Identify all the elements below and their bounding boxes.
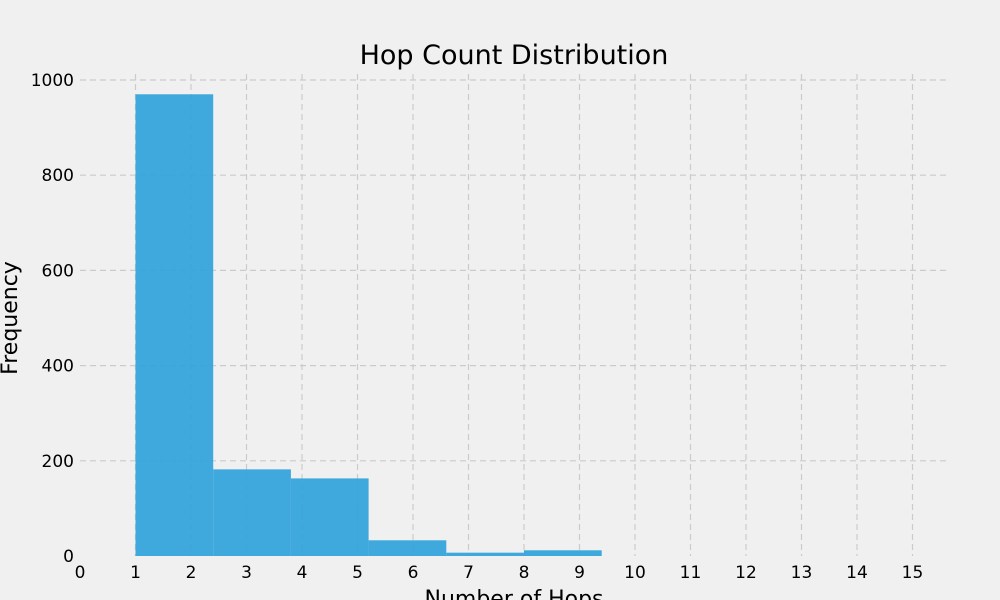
x-tick-label: 15 xyxy=(902,563,924,583)
y-tick-label: 0 xyxy=(63,547,74,567)
x-tick-label: 3 xyxy=(241,563,252,583)
y-tick-label: 800 xyxy=(42,166,74,186)
x-tick-label: 6 xyxy=(408,563,419,583)
x-tick-label: 12 xyxy=(735,563,757,583)
x-tick-label: 0 xyxy=(75,563,86,583)
x-tick-label: 8 xyxy=(519,563,530,583)
grid xyxy=(80,74,947,556)
bars xyxy=(135,94,602,556)
histogram-bar xyxy=(524,550,602,556)
x-tick-label: 13 xyxy=(791,563,813,583)
x-tick-label: 11 xyxy=(680,563,702,583)
x-tick-label: 1 xyxy=(130,563,141,583)
y-axis-title: Frequency xyxy=(0,261,23,375)
x-axis-title: Number of Hops xyxy=(425,587,604,600)
y-tick-label: 400 xyxy=(42,357,74,377)
chart-title: Hop Count Distribution xyxy=(360,40,669,71)
x-tick-label: 9 xyxy=(574,563,585,583)
y-tick-label: 200 xyxy=(42,452,74,472)
x-tick-label: 2 xyxy=(186,563,197,583)
x-tick-label: 14 xyxy=(846,563,868,583)
histogram-bar xyxy=(290,478,369,556)
x-tick-label: 5 xyxy=(352,563,363,583)
x-tick-label: 4 xyxy=(297,563,308,583)
histogram-bar xyxy=(368,540,447,556)
x-tick-label: 7 xyxy=(463,563,474,583)
x-tick-label: 10 xyxy=(624,563,646,583)
y-tick-label: 600 xyxy=(42,261,74,281)
y-tick-label: 1000 xyxy=(31,71,74,91)
histogram-bar xyxy=(213,469,291,556)
histogram-bar xyxy=(135,94,214,556)
histogram-bar xyxy=(446,552,524,556)
